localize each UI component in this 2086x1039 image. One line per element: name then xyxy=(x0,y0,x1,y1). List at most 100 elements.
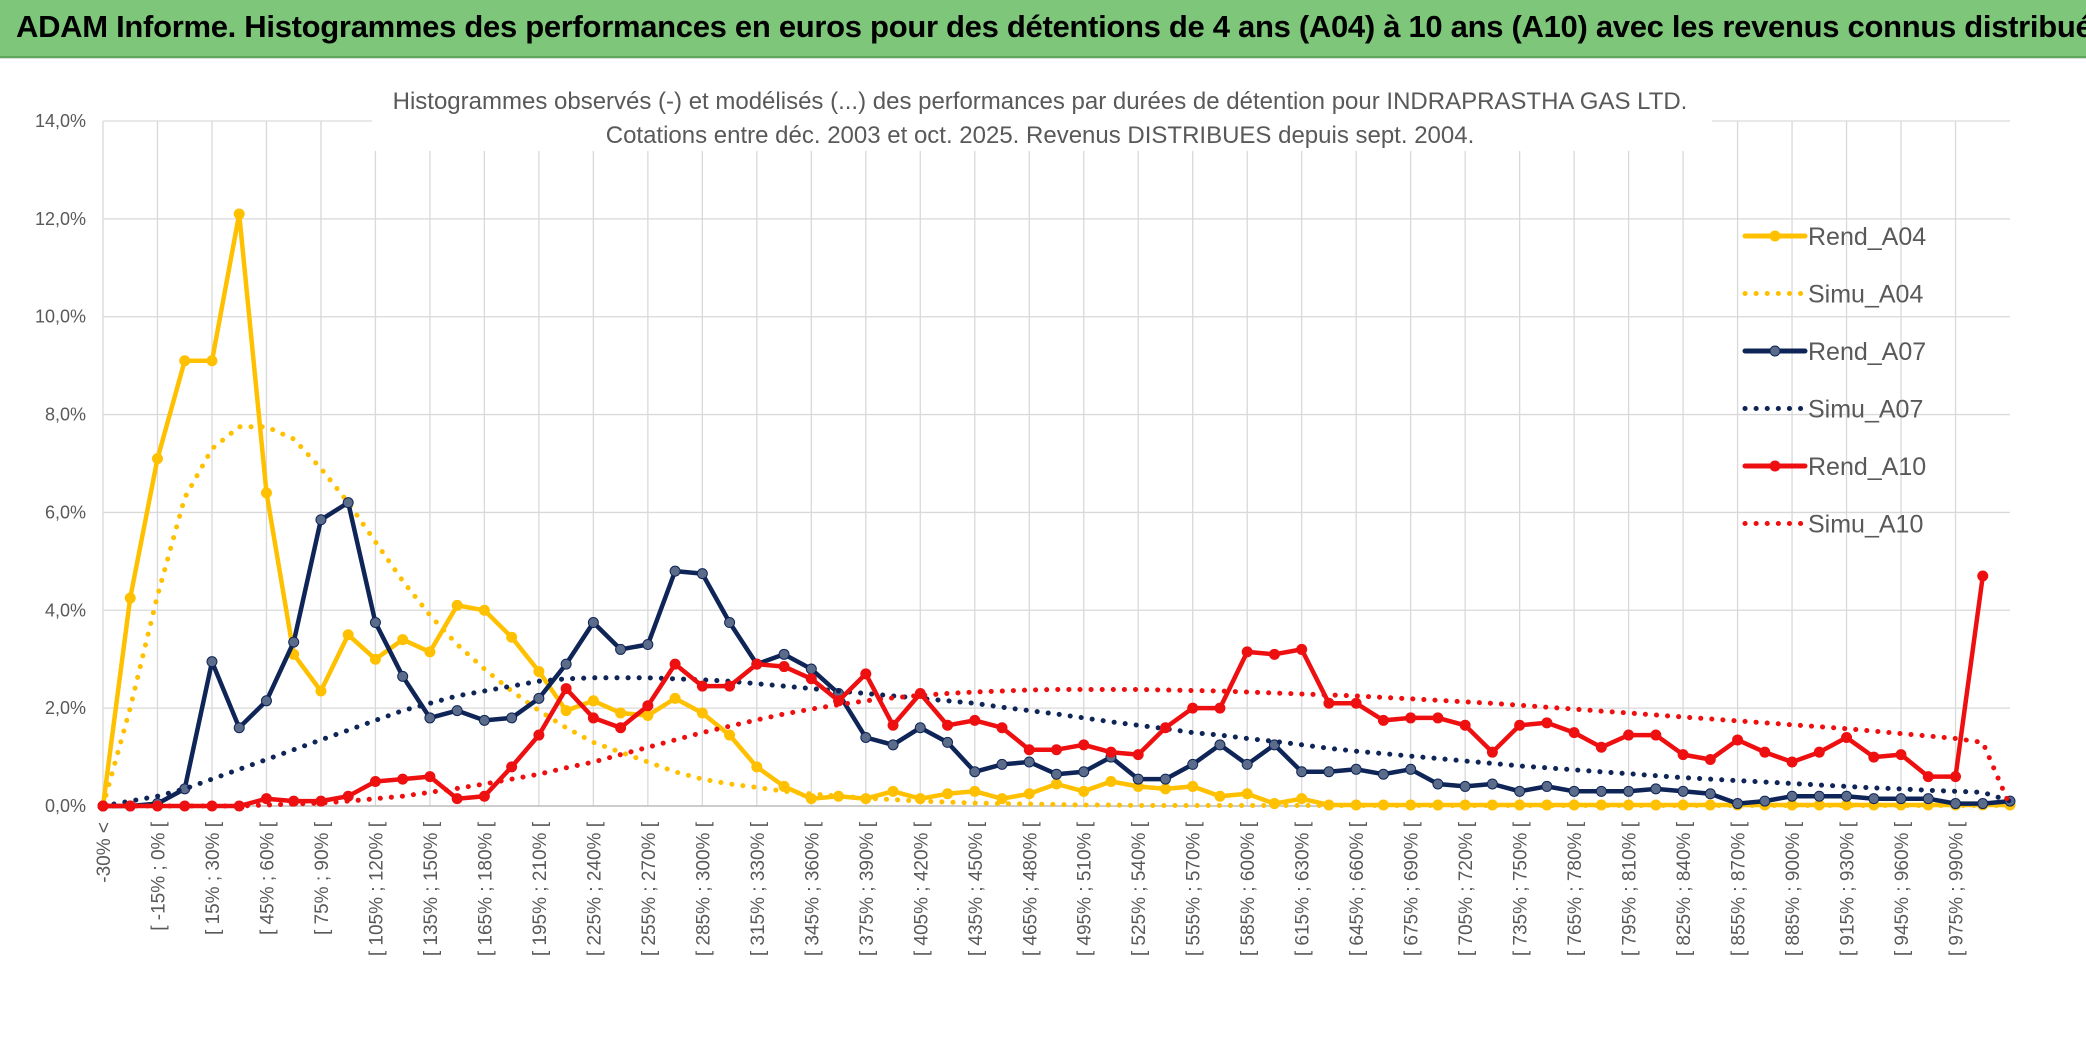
data-point xyxy=(1841,732,1853,743)
data-point xyxy=(1568,727,1580,739)
x-tick-label: [ 135% ; 150% [ xyxy=(421,821,442,956)
data-point xyxy=(560,683,572,695)
data-point xyxy=(1759,746,1771,758)
chart-frame: 0,0% 2,0% 4,0% 6,0% 8,0% 10,0% 12,0% 14,0% -30%… xyxy=(0,58,2086,1033)
data-point xyxy=(1950,771,1962,783)
y-tick-label: 2,0% xyxy=(45,698,86,718)
x-tick-label: [ 105% ; 120% [ xyxy=(366,821,387,956)
data-point xyxy=(642,709,654,721)
series-line-Simu_A07 xyxy=(100,675,2013,809)
data-point xyxy=(1268,648,1280,660)
data-point xyxy=(778,780,790,792)
chart-grid xyxy=(102,120,2010,807)
x-tick-label: [ 315% ; 330% [ xyxy=(748,821,769,956)
data-point xyxy=(424,771,436,783)
data-point xyxy=(969,714,981,726)
data-point xyxy=(1350,697,1362,709)
data-point xyxy=(1023,744,1035,756)
data-point xyxy=(1595,741,1607,753)
x-tick-label: [ 255% ; 270% [ xyxy=(639,821,660,956)
y-tick-label: 8,0% xyxy=(45,405,86,425)
data-point xyxy=(1323,697,1335,709)
data-point xyxy=(751,761,763,773)
data-point xyxy=(1051,768,1062,780)
x-tick-label: [ 195% ; 210% [ xyxy=(530,821,551,956)
data-point xyxy=(260,487,272,499)
data-point xyxy=(914,722,926,734)
data-point xyxy=(478,604,490,616)
data-point xyxy=(397,773,409,785)
legend-label: Rend_A04 xyxy=(1808,223,1926,251)
data-point xyxy=(1187,780,1199,792)
x-tick-label: [ 765% ; 780% [ xyxy=(1565,821,1586,956)
data-point xyxy=(451,705,463,717)
data-point xyxy=(1813,790,1825,802)
data-point xyxy=(1078,766,1090,778)
data-point xyxy=(1296,766,1308,778)
data-point xyxy=(506,761,518,773)
data-point xyxy=(969,766,981,778)
legend-label: Rend_A10 xyxy=(1808,453,1926,481)
x-tick-label: [ 345% ; 360% [ xyxy=(802,821,823,956)
data-point xyxy=(1514,719,1526,731)
legend-marker xyxy=(1769,230,1781,242)
data-point xyxy=(1432,712,1444,724)
data-point xyxy=(1459,780,1471,792)
data-point xyxy=(1922,771,1934,783)
data-point xyxy=(724,617,736,629)
data-point xyxy=(1977,570,1989,582)
data-point xyxy=(587,712,599,724)
data-point xyxy=(1677,749,1689,761)
data-point xyxy=(1786,756,1798,768)
data-point xyxy=(1350,763,1362,775)
data-point xyxy=(696,680,708,692)
data-point xyxy=(778,648,790,660)
data-point xyxy=(1214,702,1226,714)
data-point xyxy=(233,722,245,734)
y-tick-label: 14,0% xyxy=(35,111,86,131)
data-point xyxy=(1051,744,1062,756)
data-point xyxy=(506,631,518,643)
y-tick-label: 6,0% xyxy=(45,502,86,522)
data-point xyxy=(1078,739,1090,751)
data-point xyxy=(1296,643,1308,655)
data-point xyxy=(942,736,954,748)
data-point xyxy=(1895,793,1907,805)
data-point xyxy=(1732,798,1744,810)
x-tick-label: [ 525% ; 540% [ xyxy=(1129,821,1150,956)
data-point xyxy=(342,629,354,641)
data-point xyxy=(1023,788,1035,800)
x-tick-label: [ 165% ; 180% [ xyxy=(475,821,496,956)
data-point xyxy=(887,719,899,731)
data-point xyxy=(315,514,327,526)
x-tick-label: [ 75% ; 90% [ xyxy=(312,821,333,935)
data-point xyxy=(724,680,736,692)
data-point xyxy=(369,653,381,665)
data-point xyxy=(1704,788,1716,800)
data-point xyxy=(1405,712,1417,724)
data-point xyxy=(288,636,300,648)
x-tick-label: [ 675% ; 690% [ xyxy=(1402,821,1423,956)
data-point xyxy=(560,705,572,717)
data-point xyxy=(1486,746,1498,758)
x-tick-label: [ 945% ; 960% [ xyxy=(1892,821,1913,956)
page-title: ADAM Informe. Histogrammes des performan… xyxy=(16,9,2086,44)
data-point xyxy=(315,685,327,697)
x-tick-label: [ 855% ; 870% [ xyxy=(1729,821,1750,956)
x-tick-label: [ 735% ; 750% [ xyxy=(1511,821,1532,956)
data-point xyxy=(1950,798,1962,810)
x-tick-label: [ 225% ; 240% [ xyxy=(584,821,605,956)
x-tick-label: [ 555% ; 570% [ xyxy=(1184,821,1205,956)
data-point xyxy=(669,565,681,577)
data-point xyxy=(342,497,354,509)
data-point xyxy=(996,758,1008,770)
y-tick-label: 12,0% xyxy=(35,209,86,229)
data-point xyxy=(587,695,599,707)
x-tick-label: [ 615% ; 630% [ xyxy=(1293,821,1314,956)
data-point xyxy=(1677,785,1689,797)
data-point xyxy=(1377,714,1389,726)
legend-label: Simu_A04 xyxy=(1808,281,1923,309)
data-point xyxy=(615,707,627,719)
data-point xyxy=(1841,790,1853,802)
data-point xyxy=(369,617,381,629)
